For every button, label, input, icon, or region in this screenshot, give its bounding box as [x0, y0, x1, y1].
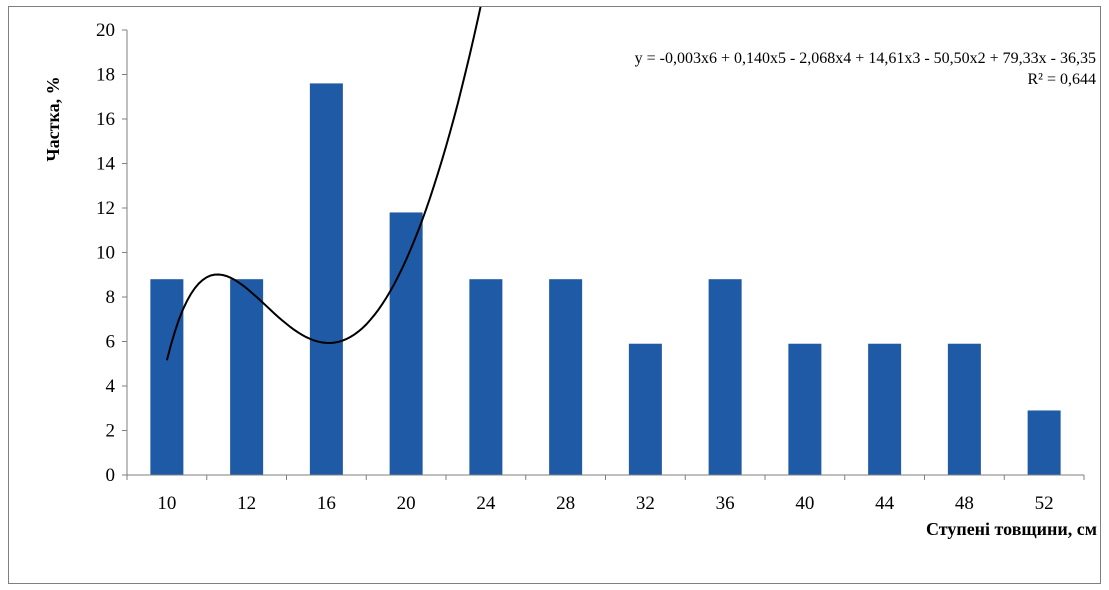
x-tick-label-16: 16: [317, 493, 336, 514]
axes-group: [122, 29, 1085, 480]
bar-20: [389, 212, 423, 475]
y-tick-label: 20: [96, 20, 115, 41]
y-tick-label: 18: [96, 65, 115, 86]
bars-group: [150, 83, 1061, 476]
bar-36: [708, 279, 742, 475]
y-tick-label: 8: [106, 287, 116, 308]
bar-16: [309, 83, 343, 476]
x-tick-label-44: 44: [875, 493, 895, 514]
bar-48: [947, 343, 981, 475]
bar-44: [868, 343, 902, 475]
trendline-equation: y = -0,003x6 + 0,140x5 - 2,068x4 + 14,61…: [635, 50, 1096, 67]
x-axis-title: Ступені товщини, см: [926, 519, 1097, 539]
bar-40: [788, 343, 822, 475]
trendline-r-squared: R² = 0,644: [1028, 71, 1097, 88]
bar-32: [628, 343, 662, 475]
y-tick-label: 6: [106, 332, 116, 353]
chart-frame: 0 2 4 6 8 10 12 14 16 18 20 10 12 16 20 24 28 32 36 40 44 48…: [8, 0, 1101, 584]
x-tick-label-52: 52: [1035, 493, 1054, 514]
x-tick-label-40: 40: [795, 493, 814, 514]
y-tick-labels: 0 2 4 6 8 10 12 14 16 18 20: [96, 20, 116, 486]
x-tick-labels: 10 12 16 20 24 28 32 36 40 44 48 52: [157, 493, 1053, 514]
x-tick-label-10: 10: [157, 493, 176, 514]
x-tick-label-32: 32: [636, 493, 655, 514]
bar-10: [150, 279, 184, 475]
trendline-curve: [165, 0, 484, 361]
x-tick-label-48: 48: [955, 493, 974, 514]
y-tick-label: 12: [96, 198, 115, 219]
y-tick-label: 4: [106, 376, 116, 397]
trendline-group: [165, 0, 484, 361]
x-tick-label-24: 24: [476, 493, 496, 514]
y-tick-label: 10: [96, 243, 115, 264]
bar-28: [549, 279, 583, 475]
y-tick-label: 16: [96, 109, 115, 130]
x-tick-label-28: 28: [556, 493, 575, 514]
x-tick-label-36: 36: [716, 493, 735, 514]
y-axis-title: Частка, %: [43, 76, 63, 161]
y-tick-label: 2: [106, 421, 116, 442]
x-tick-label-12: 12: [237, 493, 256, 514]
bar-12: [230, 279, 264, 475]
bar-52: [1027, 410, 1061, 475]
y-tick-label: 0: [106, 465, 116, 486]
y-tick-label: 14: [96, 154, 116, 175]
bar-24: [469, 279, 503, 475]
x-tick-label-20: 20: [397, 493, 416, 514]
